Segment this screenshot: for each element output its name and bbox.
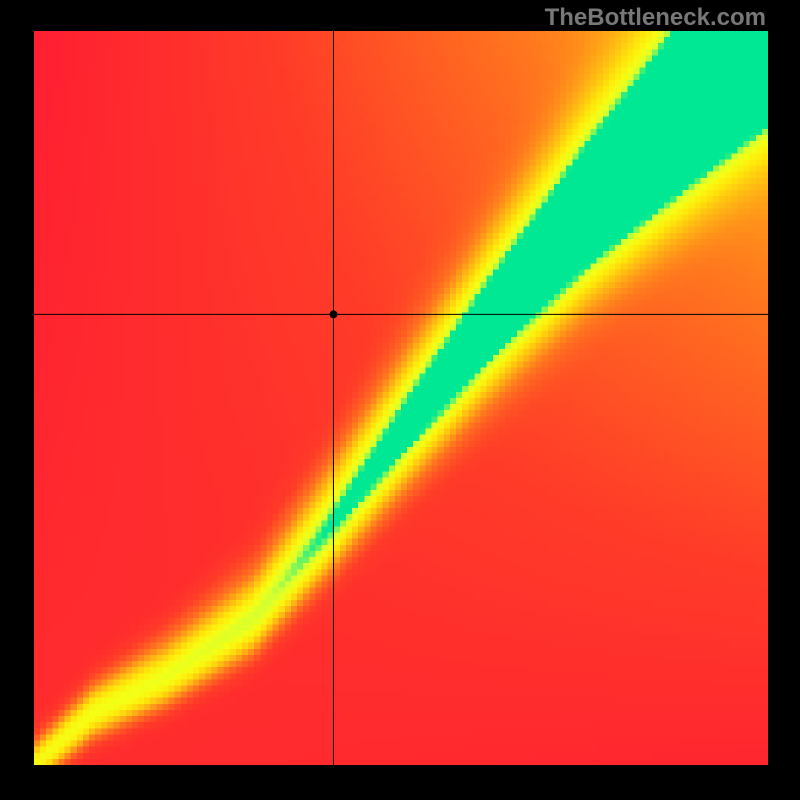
heatmap-canvas — [34, 31, 768, 765]
chart-container: TheBottleneck.com — [0, 0, 800, 800]
watermark-text: TheBottleneck.com — [545, 4, 766, 32]
